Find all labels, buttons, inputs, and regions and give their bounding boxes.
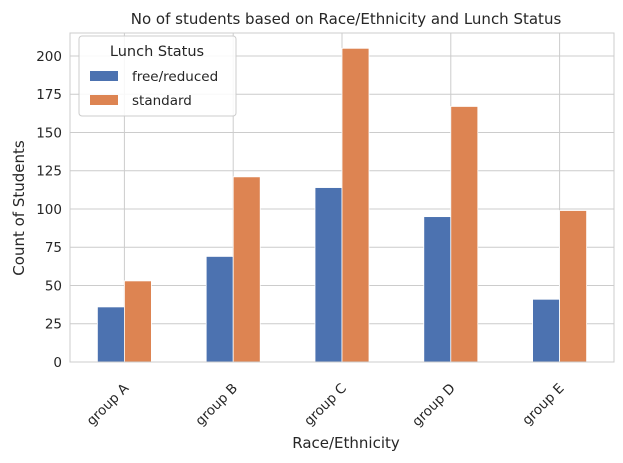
y-tick-labels: 0 25 50 75 100 125 150 175 200 [36,49,62,371]
bar-group-d-free-reduced [423,216,452,363]
plot-frame [69,32,615,363]
legend-swatch-standard [90,95,118,105]
legend-swatch-free-reduced [90,71,118,81]
legend: Lunch Status free/reduced standard [78,35,237,117]
bar-group-c-standard [341,47,370,363]
bar-group-e-free-reduced [532,298,560,363]
y-tick-label: 100 [36,202,62,218]
x-tick-label: group D [409,381,458,430]
x-tick-label: group B [192,381,241,430]
legend-label-standard: standard [132,93,192,109]
x-tick-label: group E [519,381,567,429]
bar-group-d-standard [450,106,479,363]
y-tick-label: 175 [36,87,62,103]
y-tick-label: 150 [36,125,62,141]
y-tick-label: 0 [53,355,62,371]
y-tick-label: 125 [36,164,62,180]
bar-group-c-free-reduced [314,187,343,363]
x-tick-label: group C [301,381,350,430]
y-axis-label: Count of Students [10,140,28,276]
legend-box [78,35,237,117]
legend-title: Lunch Status [110,44,204,60]
x-axis-label: Race/Ethnicity [292,434,400,452]
y-tick-label: 75 [45,240,62,256]
x-tick-labels: group A group B group C group D group E [84,380,568,430]
y-tick-label: 200 [36,49,62,65]
y-tick-label: 50 [45,278,62,294]
bars [97,47,587,363]
bar-group-b-standard [232,176,261,363]
chart-title: No of students based on Race/Ethnicity a… [131,10,562,28]
y-tick-label: 25 [45,317,62,333]
x-tick-label: group A [84,380,133,429]
bar-group-e-standard [559,210,587,363]
legend-label-free-reduced: free/reduced [132,69,218,85]
bar-group-a-standard [124,280,152,363]
bar-group-a-free-reduced [97,306,125,363]
bar-group-b-free-reduced [205,256,234,363]
